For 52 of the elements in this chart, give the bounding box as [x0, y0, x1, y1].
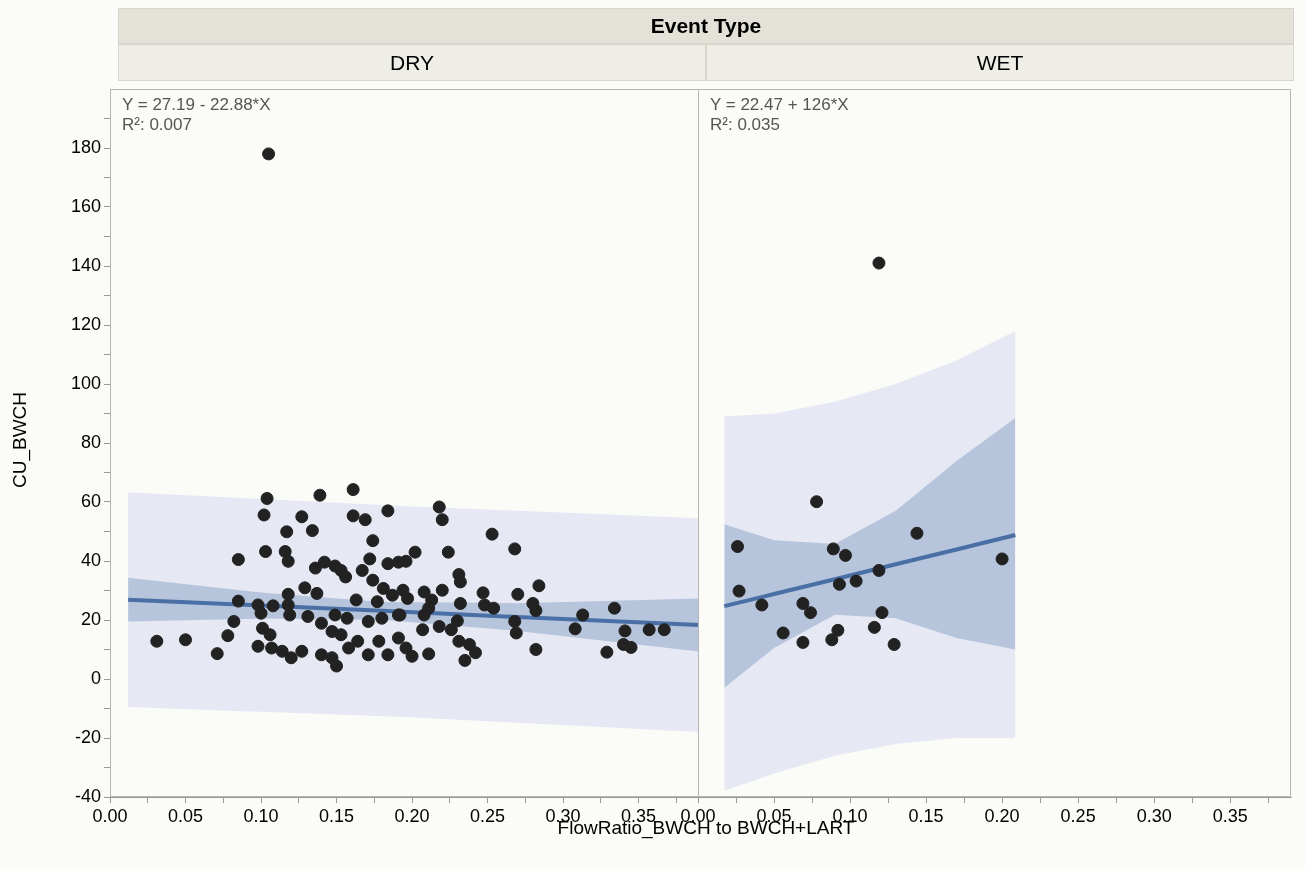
x-tick-label: 0.10 — [243, 805, 279, 826]
x-tick-label: 0.20 — [984, 805, 1020, 826]
point — [995, 552, 1009, 566]
point — [776, 626, 790, 640]
point — [732, 584, 746, 598]
chart-subtitle: DRY — [118, 44, 706, 81]
y-tick-label: -40 — [74, 785, 101, 806]
y-tick-label: 120 — [70, 313, 101, 334]
annotation: Y = 27.19 - 22.88*X — [122, 95, 271, 115]
point — [796, 596, 810, 610]
annotation: R²: 0.007 — [122, 115, 192, 135]
point — [825, 633, 839, 647]
point — [832, 577, 846, 591]
point — [867, 620, 881, 634]
y-tick-label: 20 — [80, 608, 101, 629]
y-axis-title: CU_BWCH — [9, 391, 31, 488]
x-tick-label: 0.05 — [167, 805, 204, 826]
x-tick-label: 0.20 — [394, 805, 430, 826]
y-tick-label: 0 — [90, 667, 101, 688]
y-tick-label: 100 — [70, 372, 101, 393]
point — [838, 548, 852, 562]
annotation: Y = 22.47 + 126*X — [710, 95, 849, 115]
y-tick-label: 60 — [80, 490, 101, 511]
y-tick-label: 80 — [80, 431, 101, 452]
point — [849, 574, 863, 588]
point — [810, 495, 824, 509]
x-tick-label: 0.35 — [1212, 805, 1248, 826]
x-tick-label: 0.25 — [1060, 805, 1096, 826]
annotation: R²: 0.035 — [710, 115, 780, 135]
point — [804, 606, 818, 620]
x-tick-label: 0.15 — [908, 805, 944, 826]
chart-title: Event Type — [118, 8, 1294, 44]
point — [826, 542, 840, 556]
point — [872, 563, 886, 577]
point — [731, 540, 745, 554]
point — [796, 635, 810, 649]
x-tick-label: 0.15 — [319, 805, 355, 826]
x-tick-label: 0.30 — [1136, 805, 1172, 826]
y-tick-label: 180 — [70, 136, 101, 157]
y-tick-label: 160 — [70, 195, 101, 216]
point — [887, 637, 901, 651]
point — [872, 256, 886, 270]
y-tick-label: 40 — [80, 549, 101, 570]
point — [910, 526, 924, 540]
point — [831, 623, 845, 637]
chart-subtitle: WET — [706, 44, 1294, 81]
y-tick-label: -20 — [74, 726, 101, 747]
point — [755, 598, 769, 612]
x-tick-label: 0.25 — [470, 805, 506, 826]
point — [875, 606, 889, 620]
x-tick-label: 0.00 — [92, 805, 128, 826]
y-tick-label: 140 — [70, 254, 101, 275]
